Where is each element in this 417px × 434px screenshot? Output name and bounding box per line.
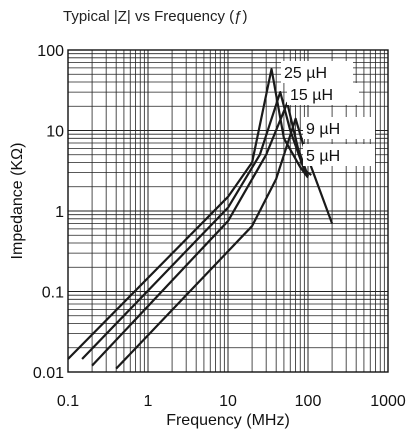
plot-frame [67,49,389,373]
series-label-1: 25 µH [284,65,327,82]
y-tick-label: 0.1 [42,285,64,302]
series-line-2 [81,90,312,360]
series-labels: 25 µH 15 µH 9 µH 5 µH [281,61,375,166]
plot-border [67,49,389,373]
series-line-1 [67,67,309,360]
series-label-bg [287,83,359,105]
y-tick-label: 1 [55,204,64,221]
series-label-2: 15 µH [290,87,333,104]
series-label-bg [303,117,375,139]
x-axis-label: Frequency (MHz) [166,412,290,429]
tick-labels: 0.1 1 10 100 1000 0.01 0.1 1 10 100 [33,43,406,410]
series-label-bg [281,61,353,83]
x-tick-label: 10 [219,393,237,410]
y-tick-label: 0.01 [33,365,64,382]
y-tick-label: 100 [37,43,64,60]
series-curves [67,67,334,370]
series-label-3: 9 µH [306,121,340,138]
x-tick-label: 1000 [370,393,406,410]
x-tick-label: 1 [144,393,153,410]
series-label-4: 5 µH [306,148,340,165]
series-label-bg [303,144,375,166]
y-axis-label: Impedance (KΩ) [9,143,26,260]
chart-title: Typical |Z| vs Frequency (ƒ) [63,8,248,25]
series-line-3 [91,101,310,367]
x-tick-label: 100 [295,393,322,410]
y-tick-label: 10 [46,124,64,141]
x-tick-label: 0.1 [57,393,79,410]
series-line-4 [115,117,334,370]
